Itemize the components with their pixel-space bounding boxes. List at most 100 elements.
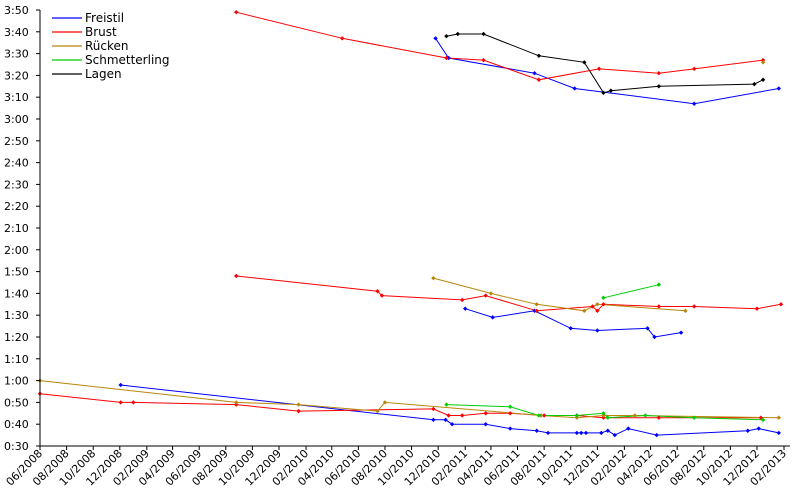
data-point	[645, 326, 650, 331]
data-point	[574, 413, 580, 418]
data-point	[234, 400, 239, 405]
data-point	[656, 415, 662, 420]
data-point	[643, 413, 648, 418]
data-point	[601, 302, 606, 307]
data-point	[752, 81, 757, 87]
y-tick-label: 1:50	[4, 266, 29, 279]
data-point	[444, 33, 449, 39]
data-point	[691, 304, 697, 309]
y-tick-label: 0:40	[4, 418, 29, 431]
y-tick-label: 3:40	[4, 26, 29, 39]
data-point	[541, 413, 547, 418]
data-point	[481, 57, 486, 63]
y-tick-label: 0:50	[4, 396, 29, 409]
data-point	[131, 400, 136, 405]
data-point	[444, 55, 449, 61]
data-point	[595, 308, 600, 314]
data-point	[601, 90, 606, 96]
legend-label-1: Brust	[85, 25, 117, 39]
data-point	[431, 406, 436, 412]
data-point	[776, 430, 781, 436]
data-point	[760, 77, 766, 82]
data-point	[444, 402, 449, 407]
y-tick-label: 3:30	[4, 48, 29, 61]
data-point	[449, 422, 455, 427]
data-point	[778, 302, 784, 307]
y-tick-label: 2:00	[4, 244, 29, 257]
data-point	[656, 71, 662, 76]
data-point	[507, 404, 513, 409]
data-point	[601, 411, 606, 416]
data-point	[605, 428, 611, 433]
data-point	[626, 426, 631, 431]
y-tick-label: 3:10	[4, 91, 29, 104]
data-point	[507, 411, 513, 416]
x-axis-ticks: 06/200808/200810/200812/200802/200904/20…	[4, 446, 789, 488]
data-point	[463, 306, 468, 311]
data-point	[490, 315, 495, 320]
series-line-0-0	[120, 384, 779, 436]
data-point	[683, 308, 688, 314]
data-point	[545, 430, 551, 436]
legend-label-3: Schmetterling	[85, 53, 170, 67]
series-line-0-2	[435, 38, 779, 105]
data-point	[605, 415, 611, 420]
data-point	[446, 413, 451, 418]
axes	[39, 10, 790, 447]
data-point	[481, 31, 486, 37]
data-point	[379, 293, 385, 298]
data-point	[632, 413, 638, 418]
y-tick-label: 2:30	[4, 178, 29, 191]
data-point	[574, 430, 580, 436]
data-point	[599, 430, 604, 436]
data-point	[431, 275, 436, 281]
y-tick-label: 2:10	[4, 222, 29, 235]
legend-label-0: Freistil	[85, 11, 124, 25]
data-point	[776, 415, 781, 420]
y-tick-label: 2:40	[4, 157, 29, 170]
y-tick-label: 2:50	[4, 135, 29, 148]
data-point	[758, 415, 764, 420]
data-point	[595, 328, 600, 333]
data-point	[382, 400, 388, 405]
data-point	[691, 101, 697, 106]
data-point	[654, 432, 659, 438]
y-tick-label: 3:20	[4, 69, 29, 82]
y-tick-label: 1:30	[4, 309, 29, 322]
data-point	[595, 302, 600, 307]
data-point	[234, 9, 239, 15]
y-tick-label: 1:10	[4, 353, 29, 366]
series-line-1-2	[236, 11, 764, 81]
series-line-3-1	[603, 284, 659, 299]
data-point	[455, 31, 460, 37]
y-tick-label: 1:00	[4, 375, 29, 388]
data-point	[375, 408, 380, 414]
data-point	[118, 382, 123, 388]
data-point	[612, 432, 617, 438]
data-point	[596, 66, 602, 72]
data-point	[579, 430, 584, 436]
data-point	[483, 422, 488, 427]
data-point	[340, 36, 345, 41]
y-tick-label: 0:30	[4, 440, 29, 453]
y-tick-label: 3:50	[4, 4, 29, 17]
data-point	[582, 308, 587, 314]
data-point	[483, 293, 488, 298]
data-point	[776, 86, 781, 91]
series-line-1-0	[39, 393, 761, 419]
data-point	[534, 302, 539, 307]
data-point	[583, 430, 589, 436]
data-point	[656, 282, 662, 287]
data-point	[443, 417, 448, 423]
legend-label-4: Lagen	[85, 67, 122, 81]
data-point	[483, 411, 488, 416]
data-point	[534, 428, 539, 433]
legend-label-2: Rücken	[85, 39, 129, 53]
data-point	[296, 408, 301, 414]
data-point	[536, 77, 542, 82]
series-line-2-1	[433, 277, 686, 312]
data-point	[572, 86, 577, 91]
data-point	[568, 326, 573, 331]
data-point	[745, 428, 751, 433]
